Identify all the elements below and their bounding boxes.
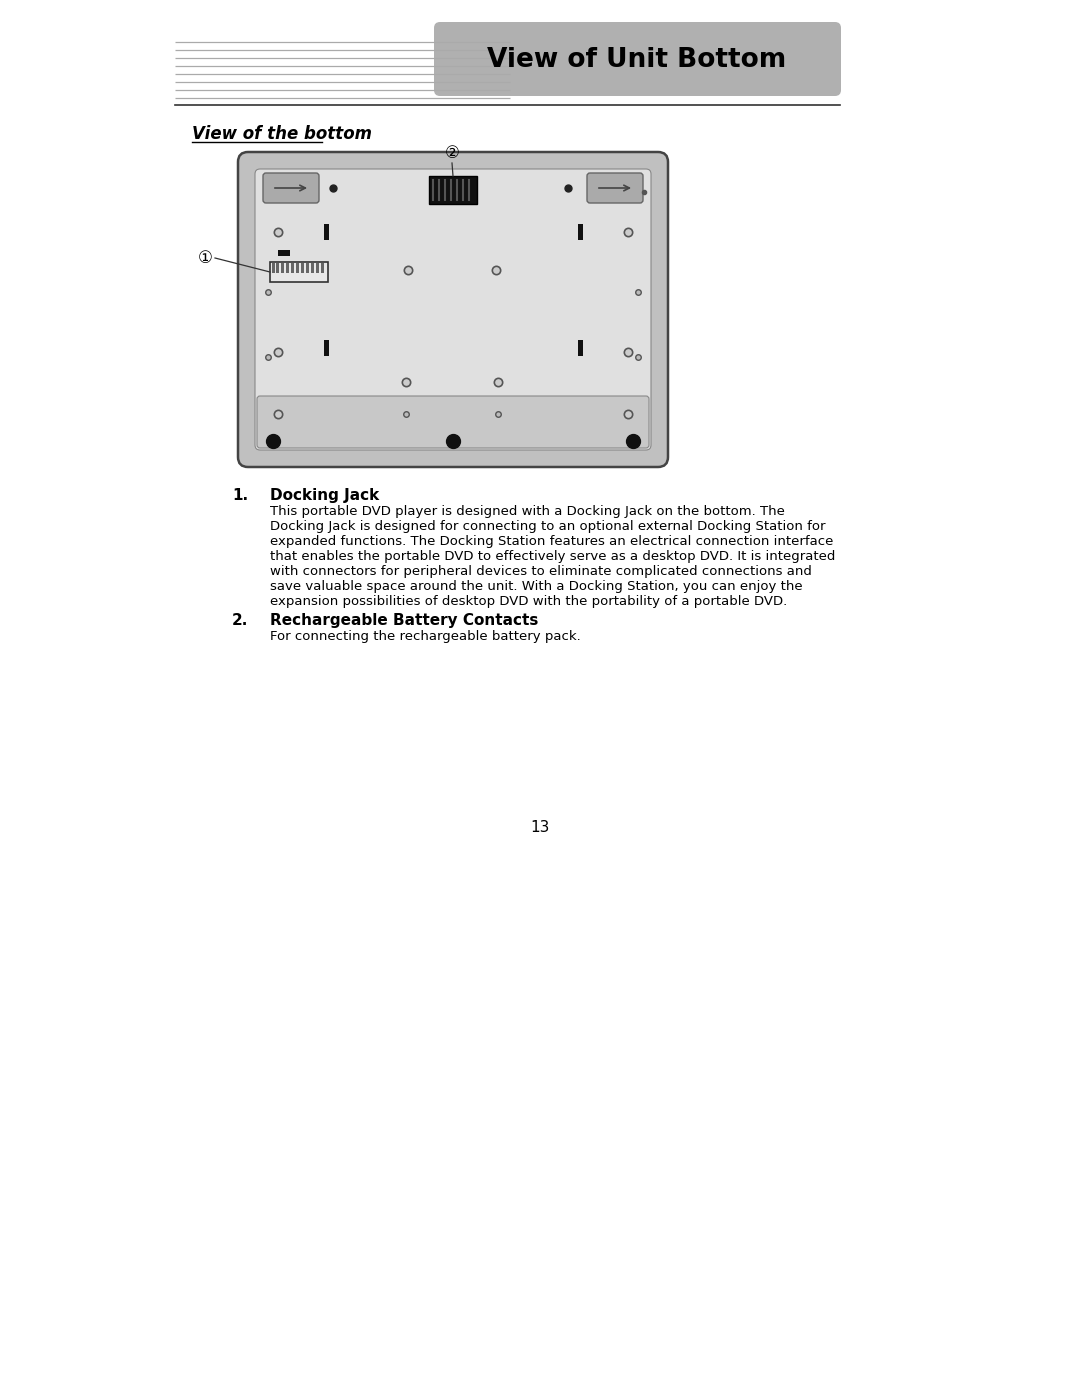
- Bar: [272, 263, 275, 272]
- Bar: [286, 263, 289, 272]
- Text: that enables the portable DVD to effectively serve as a desktop DVD. It is integ: that enables the portable DVD to effecti…: [270, 550, 835, 563]
- Text: expansion possibilities of desktop DVD with the portability of a portable DVD.: expansion possibilities of desktop DVD w…: [270, 595, 787, 608]
- Text: 13: 13: [530, 820, 550, 835]
- FancyBboxPatch shape: [257, 395, 649, 448]
- Bar: [301, 263, 303, 272]
- Bar: [296, 263, 299, 272]
- Bar: [281, 263, 284, 272]
- Text: expanded functions. The Docking Station features an electrical connection interf: expanded functions. The Docking Station …: [270, 535, 834, 548]
- Bar: [578, 339, 583, 356]
- Text: View of Unit Bottom: View of Unit Bottom: [487, 47, 786, 73]
- Bar: [276, 263, 279, 272]
- Text: Docking Jack: Docking Jack: [270, 488, 379, 503]
- FancyBboxPatch shape: [588, 173, 643, 203]
- Text: Rechargeable Battery Contacts: Rechargeable Battery Contacts: [270, 613, 538, 629]
- Text: ②: ②: [445, 144, 459, 162]
- Text: Docking Jack is designed for connecting to an optional external Docking Station : Docking Jack is designed for connecting …: [270, 520, 825, 534]
- Bar: [278, 250, 291, 256]
- FancyBboxPatch shape: [264, 173, 319, 203]
- Bar: [578, 224, 583, 240]
- Text: View of the bottom: View of the bottom: [192, 124, 372, 142]
- Bar: [429, 176, 477, 204]
- Bar: [311, 263, 314, 272]
- Text: save valuable space around the unit. With a Docking Station, you can enjoy the: save valuable space around the unit. Wit…: [270, 580, 802, 592]
- FancyBboxPatch shape: [238, 152, 669, 467]
- Bar: [324, 339, 329, 356]
- Text: 1.: 1.: [232, 488, 248, 503]
- Bar: [321, 263, 324, 272]
- FancyBboxPatch shape: [434, 22, 841, 96]
- Text: with connectors for peripheral devices to eliminate complicated connections and: with connectors for peripheral devices t…: [270, 564, 812, 578]
- Text: For connecting the rechargeable battery pack.: For connecting the rechargeable battery …: [270, 630, 581, 643]
- Bar: [316, 263, 319, 272]
- Bar: [270, 263, 328, 282]
- Text: This portable DVD player is designed with a Docking Jack on the bottom. The: This portable DVD player is designed wit…: [270, 504, 785, 518]
- Bar: [306, 263, 309, 272]
- Text: ①: ①: [198, 249, 213, 267]
- Bar: [291, 263, 294, 272]
- Bar: [324, 224, 329, 240]
- Text: 2.: 2.: [232, 613, 248, 629]
- FancyBboxPatch shape: [255, 169, 651, 450]
